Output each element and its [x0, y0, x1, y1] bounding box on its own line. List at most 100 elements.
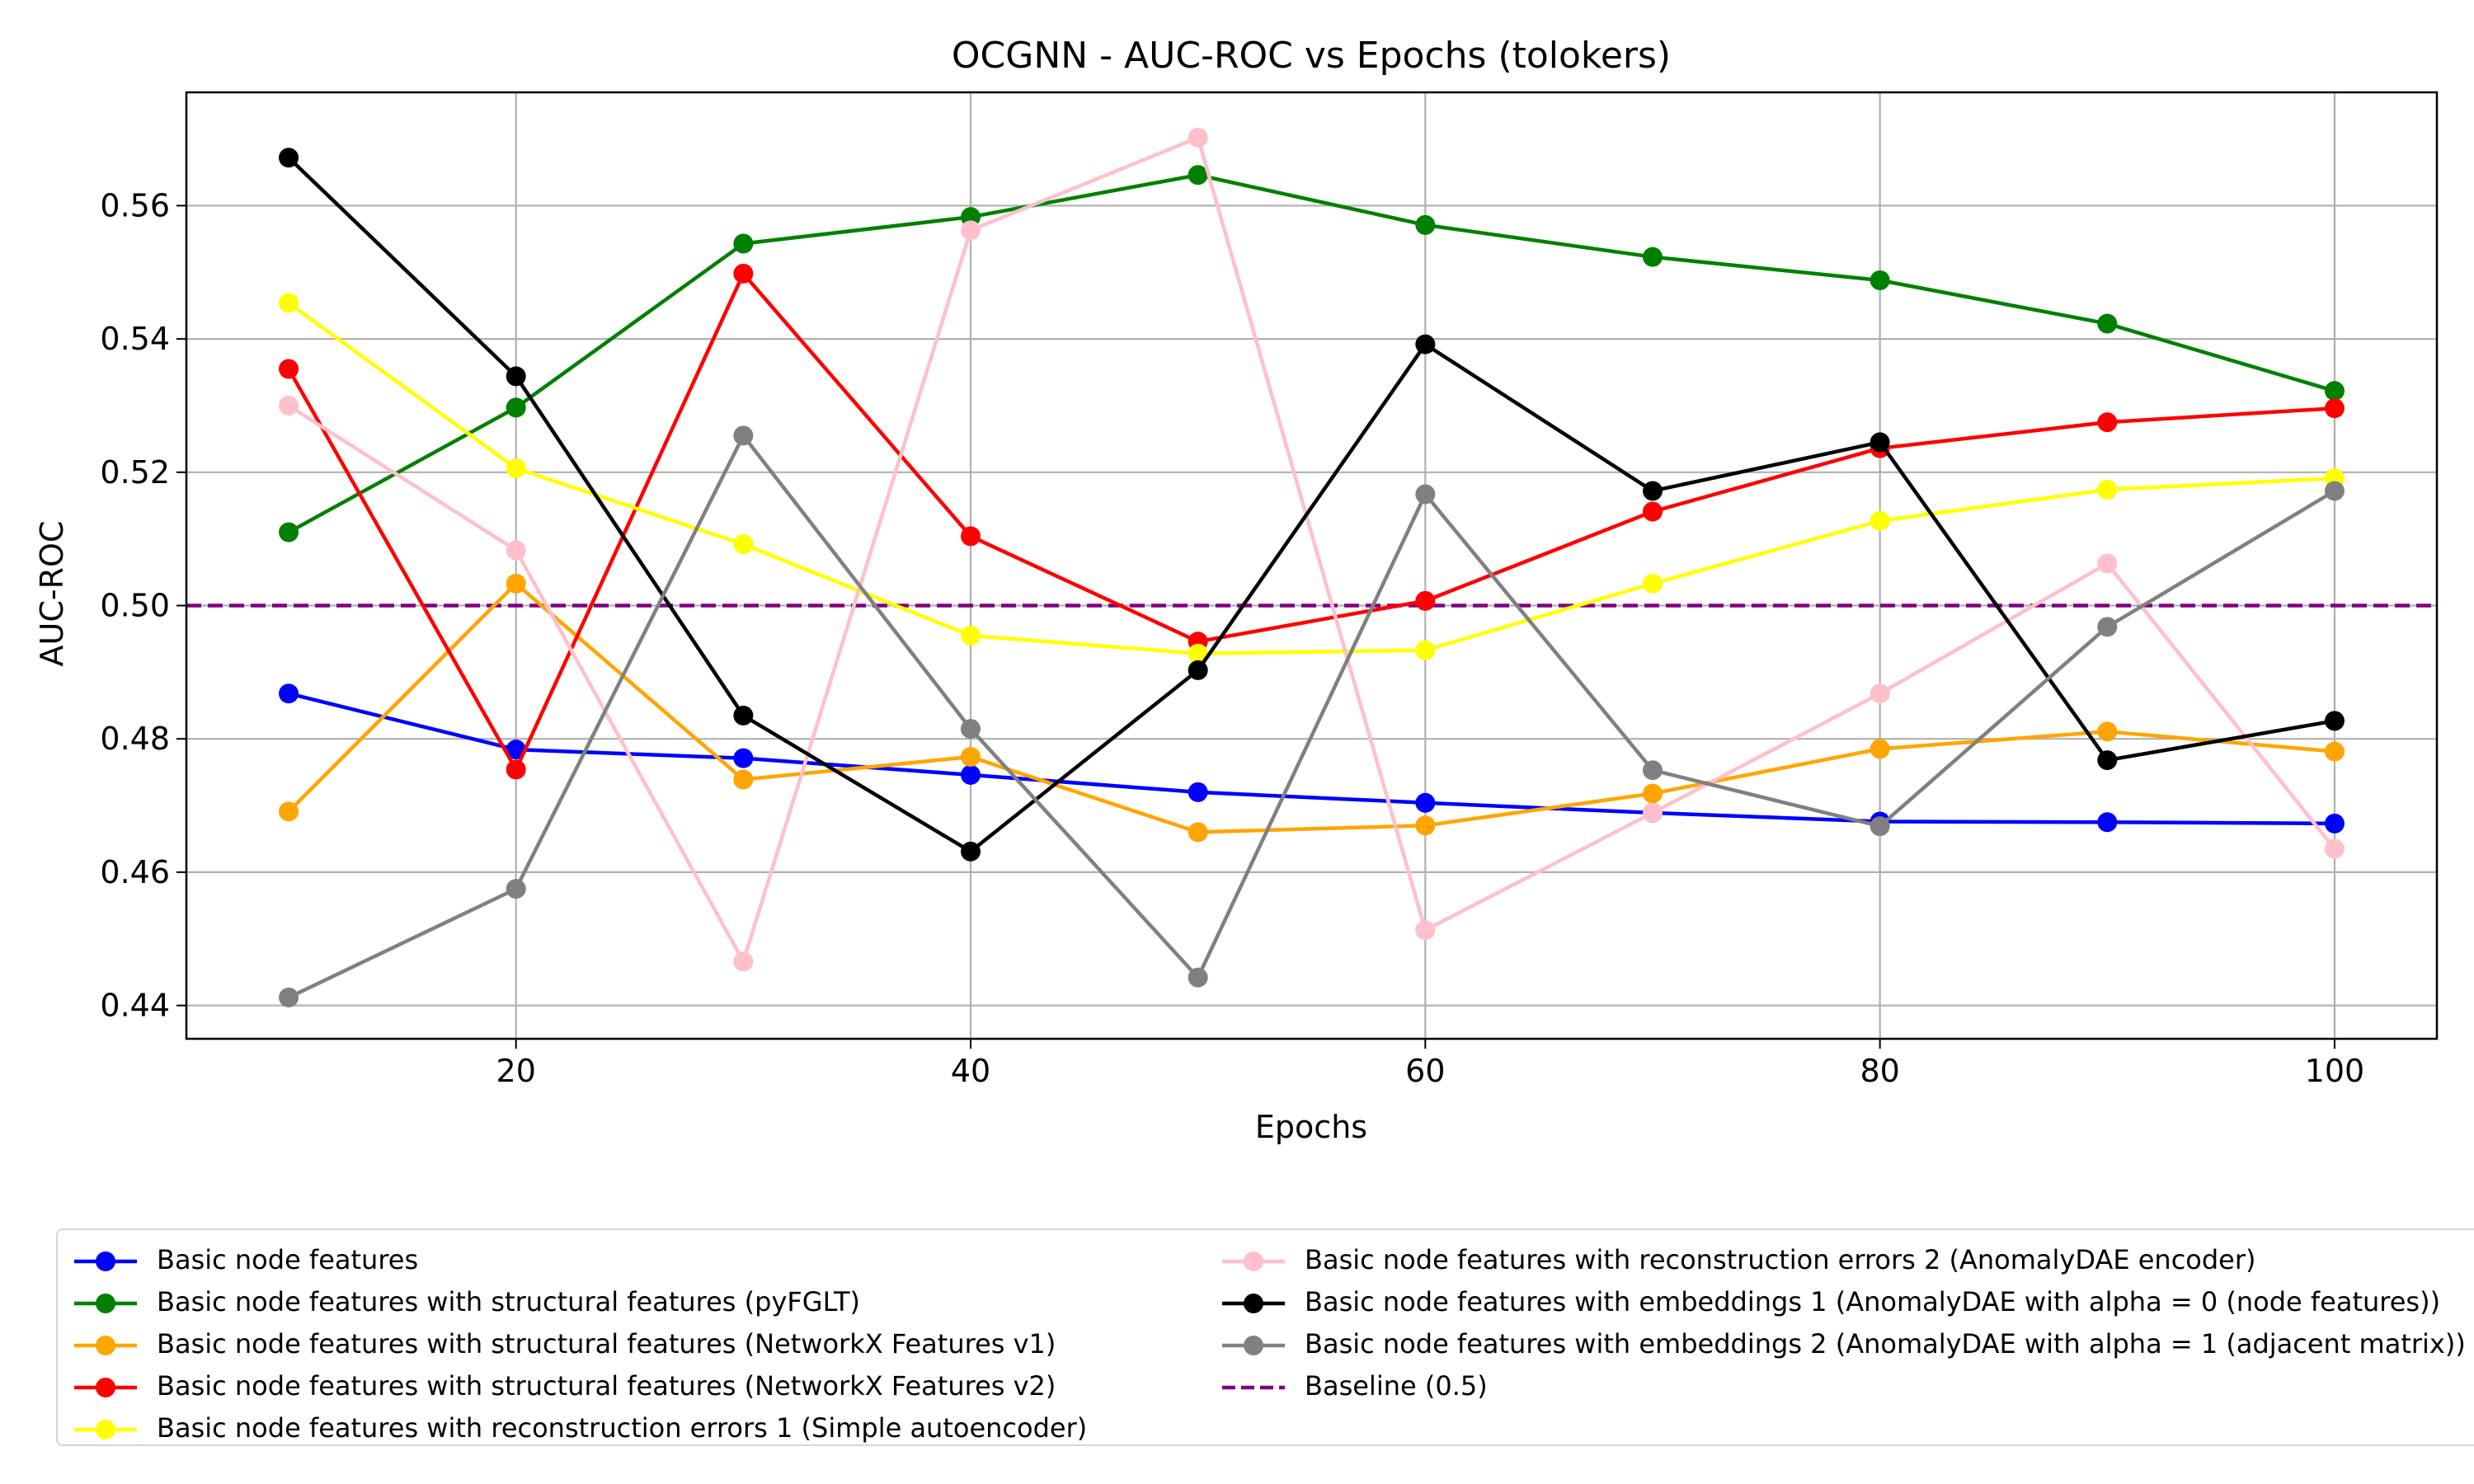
- data-point: [961, 625, 981, 646]
- data-point: [1415, 334, 1436, 355]
- data-point: [1415, 815, 1436, 836]
- data-point: [506, 759, 526, 780]
- data-point: [1188, 127, 1208, 148]
- y-tick-label: 0.50: [100, 588, 170, 624]
- data-point: [2324, 741, 2345, 762]
- data-point: [279, 522, 299, 542]
- legend-line-marker-swatch: [1222, 1336, 1285, 1355]
- data-point: [1870, 270, 1890, 290]
- x-tick-label: 80: [1860, 1053, 1899, 1089]
- data-point: [961, 747, 981, 768]
- data-point: [1415, 640, 1436, 660]
- data-point: [2097, 412, 2118, 433]
- data-point: [279, 801, 299, 822]
- data-point: [1188, 165, 1208, 186]
- data-point: [1642, 783, 1663, 804]
- x-axis-label: Epochs: [1255, 1109, 1367, 1145]
- data-point: [1642, 573, 1663, 594]
- data-point: [506, 879, 526, 899]
- data-point: [1642, 247, 1663, 267]
- legend-line-marker-swatch: [74, 1294, 137, 1313]
- y-tick-label: 0.44: [100, 988, 170, 1024]
- y-tick-label: 0.52: [100, 454, 170, 491]
- data-point: [1642, 760, 1663, 781]
- legend-line-marker-swatch: [1222, 1294, 1285, 1313]
- data-point: [1870, 510, 1890, 531]
- data-point: [1870, 739, 1890, 759]
- series-line: [288, 692, 2335, 826]
- data-point: [961, 719, 981, 740]
- data-point: [279, 683, 299, 704]
- data-point: [733, 769, 754, 790]
- y-tick-label: 0.54: [100, 321, 170, 357]
- legend-label: Basic node features with structural feat…: [157, 1328, 1056, 1360]
- x-tick-label: 60: [1405, 1053, 1445, 1089]
- data-point: [1188, 822, 1208, 843]
- series-4: [279, 263, 2345, 780]
- x-tick-label: 40: [951, 1053, 990, 1089]
- y-tick-label: 0.56: [100, 187, 170, 223]
- data-point: [961, 220, 981, 241]
- legend-label: Basic node features with embeddings 1 (A…: [1305, 1286, 2441, 1317]
- x-tick-label: 20: [496, 1053, 536, 1089]
- series-line: [287, 271, 2335, 772]
- data-point: [1415, 214, 1436, 235]
- series-layer: [279, 127, 2345, 1007]
- legend-line-marker-swatch: [74, 1420, 137, 1439]
- legend-line-marker-swatch: [74, 1336, 137, 1355]
- series-1: [279, 683, 2345, 834]
- data-point: [506, 540, 526, 561]
- data-point: [2097, 553, 2118, 574]
- legend: Basic node features Basic node features w…: [56, 1228, 2474, 1446]
- legend-label: Baseline (0.5): [1305, 1370, 1488, 1402]
- data-point: [1642, 501, 1663, 522]
- data-point: [279, 293, 299, 313]
- data-point: [961, 526, 981, 547]
- series-line: [287, 156, 2335, 854]
- data-point: [2097, 721, 2118, 742]
- data-point: [733, 425, 754, 446]
- data-point: [2097, 750, 2118, 771]
- data-point: [733, 534, 754, 555]
- data-point: [506, 458, 526, 478]
- data-point: [279, 987, 299, 1007]
- data-point: [1188, 643, 1208, 664]
- legend-label: Basic node features: [157, 1244, 419, 1275]
- data-point: [506, 573, 526, 594]
- data-point: [1415, 920, 1436, 941]
- data-point: [2097, 479, 2118, 500]
- y-tick-label: 0.46: [100, 854, 170, 890]
- data-point: [279, 148, 299, 168]
- data-point: [1415, 484, 1436, 505]
- data-point: [1870, 432, 1890, 453]
- series-line: [288, 434, 2336, 999]
- data-point: [1188, 660, 1208, 680]
- data-point: [1870, 816, 1890, 837]
- data-point: [2324, 838, 2345, 859]
- data-point: [1642, 481, 1663, 501]
- data-point: [2324, 813, 2345, 834]
- data-point: [2097, 313, 2118, 334]
- series-8: [279, 425, 2345, 1007]
- y-axis-label: AUC-ROC: [34, 521, 70, 667]
- legend-label: Basic node features with embeddings 2 (A…: [1305, 1328, 2466, 1360]
- data-point: [2097, 617, 2118, 637]
- legend-line-marker-swatch: [74, 1378, 137, 1397]
- data-point: [279, 395, 299, 416]
- data-point: [733, 748, 754, 768]
- data-point: [733, 263, 754, 284]
- data-point: [961, 841, 981, 862]
- data-point: [733, 951, 754, 972]
- y-tick-label: 0.48: [100, 721, 170, 757]
- data-point: [1188, 782, 1208, 802]
- legend-label: Basic node features with structural feat…: [157, 1286, 861, 1317]
- legend-dash-swatch: [1222, 1385, 1285, 1390]
- data-point: [961, 764, 981, 785]
- data-point: [1642, 802, 1663, 823]
- data-point: [279, 359, 299, 379]
- data-point: [506, 397, 526, 418]
- legend-line-marker-swatch: [74, 1252, 137, 1271]
- plot-frame: [185, 91, 2439, 1040]
- series-5: [279, 293, 2345, 664]
